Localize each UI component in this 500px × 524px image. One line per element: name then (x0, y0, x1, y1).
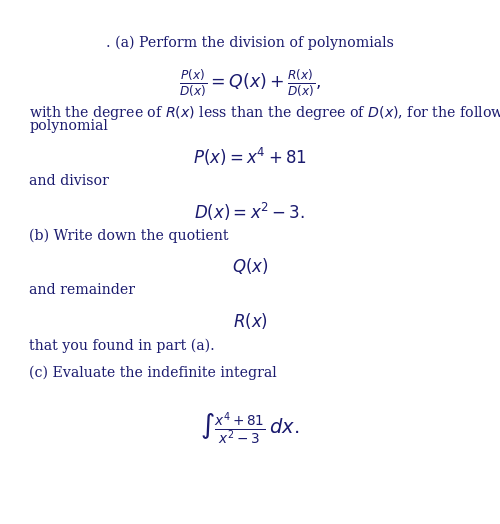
Text: . (a) Perform the division of polynomials: . (a) Perform the division of polynomial… (106, 36, 394, 50)
Text: $D(x) = x^2 - 3.$: $D(x) = x^2 - 3.$ (194, 201, 306, 223)
Text: $\frac{P(x)}{D(x)} = Q(x) + \frac{R(x)}{D(x)},$: $\frac{P(x)}{D(x)} = Q(x) + \frac{R(x)}{… (179, 68, 321, 99)
Text: $P(x) = x^4 + 81$: $P(x) = x^4 + 81$ (193, 146, 307, 168)
Text: $\int \frac{x^4 + 81}{x^2 - 3}\,dx.$: $\int \frac{x^4 + 81}{x^2 - 3}\,dx.$ (200, 410, 300, 446)
Text: that you found in part (a).: that you found in part (a). (29, 339, 215, 353)
Text: (b) Write down the quotient: (b) Write down the quotient (29, 228, 228, 243)
Text: (c) Evaluate the indefinite integral: (c) Evaluate the indefinite integral (29, 365, 277, 380)
Text: $R(x)$: $R(x)$ (232, 311, 268, 331)
Text: polynomial: polynomial (29, 119, 108, 133)
Text: and remainder: and remainder (29, 282, 135, 297)
Text: with the degree of $R(x)$ less than the degree of $D(x)$, for the following: with the degree of $R(x)$ less than the … (29, 104, 500, 123)
Text: $Q(x)$: $Q(x)$ (232, 256, 268, 276)
Text: and divisor: and divisor (29, 174, 109, 188)
